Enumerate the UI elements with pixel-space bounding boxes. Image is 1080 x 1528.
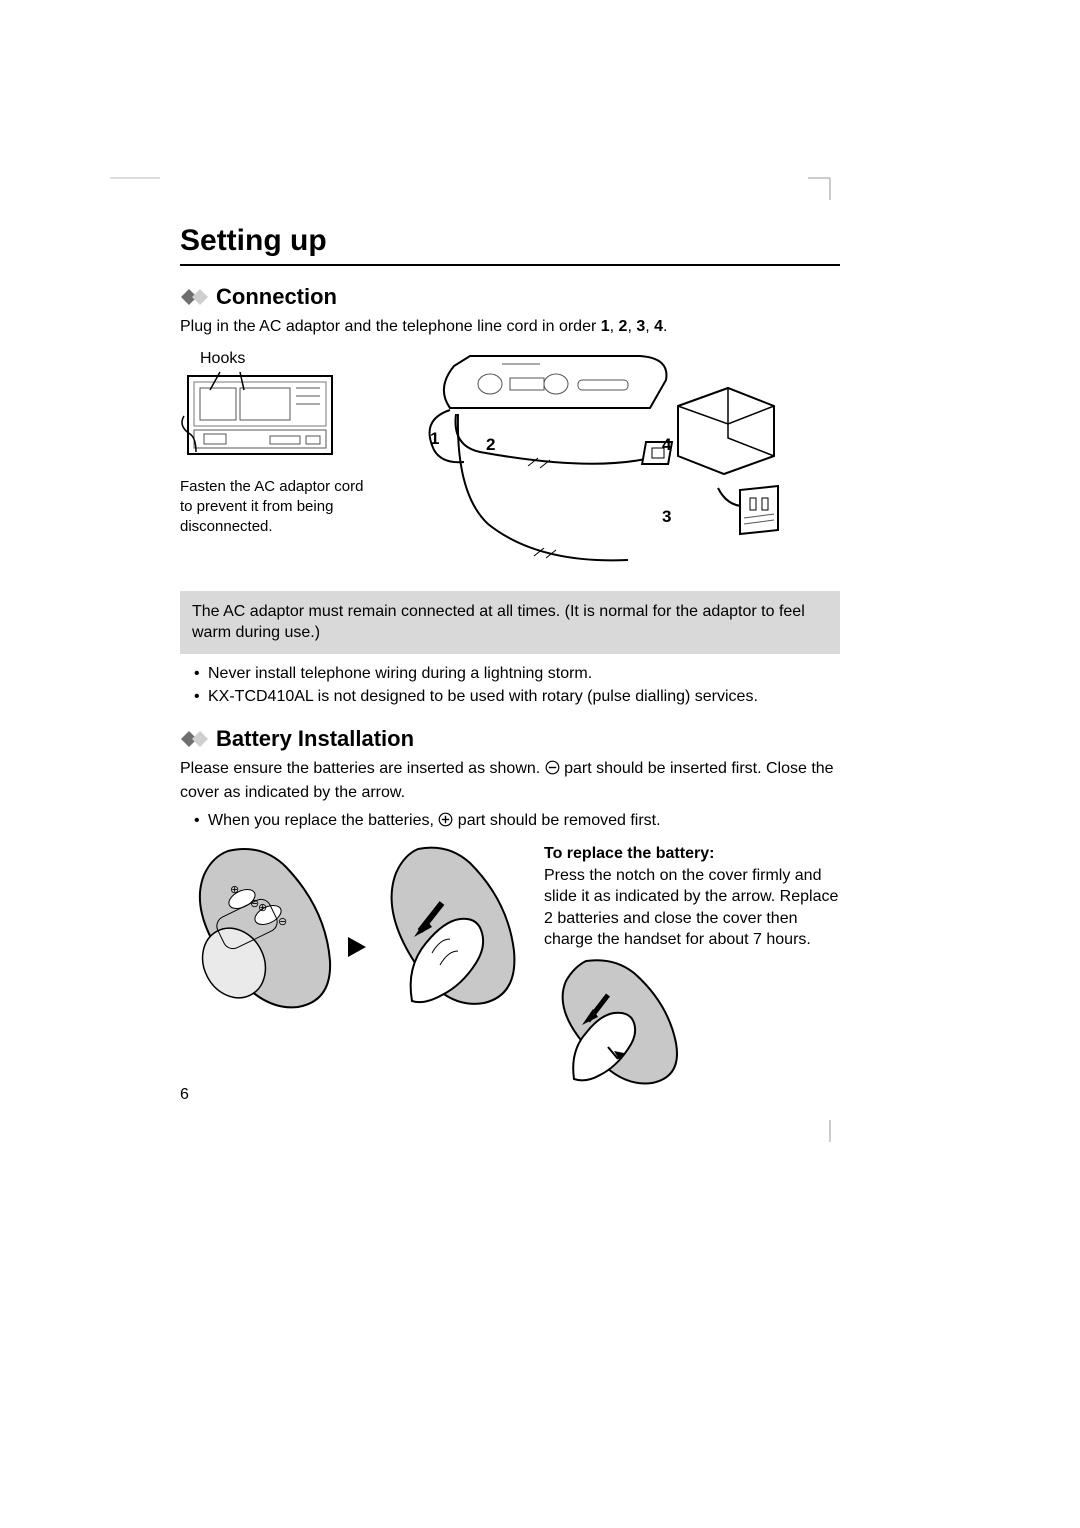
battery-bullet-list: When you replace the batteries, part sho… — [180, 809, 840, 834]
svg-text:4: 4 — [662, 435, 672, 454]
hooks-figure-block: Hooks Fasten the A — [180, 350, 370, 575]
base-station-diagram: 1 2 3 4 — [410, 350, 820, 575]
section-heading-battery: Battery Installation — [180, 726, 840, 752]
replace-title: To replace the battery: — [544, 845, 840, 863]
intro-pre: Plug in the AC adaptor and the telephone… — [180, 318, 601, 335]
double-diamond-icon — [180, 730, 210, 748]
battery-right-block: To replace the battery: Press the notch … — [544, 845, 840, 1094]
crop-mark-tl — [110, 170, 160, 186]
handset-batteries-diagram: ⊕ ⊖ ⊕ ⊖ — [180, 845, 340, 1015]
svg-text:3: 3 — [662, 507, 671, 526]
hand-cover-diagram — [374, 845, 524, 1015]
double-diamond-icon — [180, 288, 210, 306]
connection-figure-row: Hooks Fasten the A — [180, 350, 840, 575]
plus-circle-icon — [438, 811, 453, 834]
connection-bullets: Never install telephone wiring during a … — [180, 662, 840, 708]
crop-mark-br — [808, 1120, 838, 1150]
order-2: 2 — [619, 318, 628, 335]
svg-text:⊕: ⊕ — [230, 884, 239, 896]
connection-intro: Plug in the AC adaptor and the telephone… — [180, 316, 840, 338]
order-3: 3 — [636, 318, 645, 335]
section-title-connection: Connection — [216, 284, 337, 310]
connection-callout: The AC adaptor must remain connected at … — [180, 591, 840, 654]
order-1: 1 — [601, 318, 610, 335]
battery-bullet-pre: When you replace the batteries, — [208, 812, 438, 829]
page-content: Setting up Connection Plug in the AC ada… — [180, 224, 840, 1094]
arrow-right-icon — [348, 937, 366, 962]
svg-text:2: 2 — [486, 435, 495, 454]
battery-intro-pre: Please ensure the batteries are inserted… — [180, 760, 545, 777]
section-heading-connection: Connection — [180, 284, 840, 310]
battery-bullet-post: part should be removed first. — [453, 812, 660, 829]
battery-bullet: When you replace the batteries, part sho… — [194, 809, 840, 834]
bullet-lightning: Never install telephone wiring during a … — [194, 662, 840, 685]
chapter-title: Setting up — [180, 224, 840, 266]
hooks-diagram — [180, 370, 340, 466]
order-4: 4 — [654, 318, 663, 335]
battery-figure-row: ⊕ ⊖ ⊕ ⊖ To replace the battery: — [180, 845, 840, 1094]
crop-mark-tr — [808, 170, 838, 200]
svg-text:⊖: ⊖ — [278, 916, 287, 928]
hand-notch-diagram — [544, 959, 694, 1089]
section-title-battery: Battery Installation — [216, 726, 414, 752]
hooks-label: Hooks — [200, 350, 370, 368]
bullet-model: KX-TCD410AL is not designed to be used w… — [194, 685, 840, 708]
battery-left-figures: ⊕ ⊖ ⊕ ⊖ — [180, 845, 530, 1015]
svg-text:1: 1 — [430, 429, 439, 448]
intro-post: . — [663, 318, 667, 335]
replace-text: Press the notch on the cover firmly and … — [544, 865, 840, 951]
hooks-caption: Fasten the AC adaptor cord to prevent it… — [180, 477, 370, 538]
page-number: 6 — [180, 1086, 189, 1104]
battery-intro: Please ensure the batteries are inserted… — [180, 758, 840, 803]
svg-text:⊕: ⊕ — [258, 902, 267, 914]
minus-circle-icon — [545, 760, 560, 782]
